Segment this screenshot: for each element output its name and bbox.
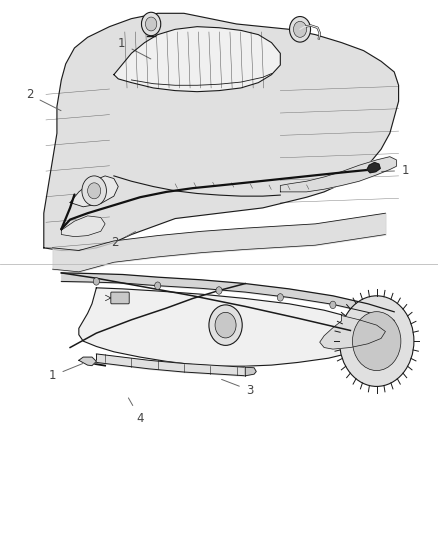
Polygon shape [245, 367, 256, 376]
Circle shape [277, 294, 283, 301]
Circle shape [290, 17, 311, 42]
Circle shape [82, 176, 106, 206]
Circle shape [293, 21, 307, 37]
Circle shape [93, 278, 99, 285]
Polygon shape [79, 288, 377, 366]
Polygon shape [61, 216, 105, 237]
Circle shape [141, 12, 161, 36]
Text: 4: 4 [128, 398, 144, 425]
Circle shape [353, 312, 401, 370]
Text: 2: 2 [26, 88, 61, 111]
Circle shape [209, 305, 242, 345]
Polygon shape [320, 316, 385, 349]
Circle shape [216, 287, 222, 294]
Text: 2: 2 [111, 231, 135, 249]
Polygon shape [367, 163, 380, 173]
Circle shape [145, 17, 157, 31]
Circle shape [88, 183, 101, 199]
Polygon shape [70, 176, 118, 207]
Text: 1: 1 [381, 164, 409, 177]
FancyBboxPatch shape [111, 292, 129, 304]
Circle shape [339, 296, 414, 386]
Circle shape [215, 312, 236, 338]
Text: 3: 3 [222, 379, 253, 397]
Circle shape [155, 282, 161, 289]
Polygon shape [44, 13, 399, 251]
Polygon shape [114, 27, 280, 92]
Polygon shape [79, 357, 96, 366]
Circle shape [330, 301, 336, 309]
Polygon shape [280, 157, 396, 192]
Text: 1: 1 [49, 364, 83, 382]
Text: 1: 1 [118, 37, 151, 59]
